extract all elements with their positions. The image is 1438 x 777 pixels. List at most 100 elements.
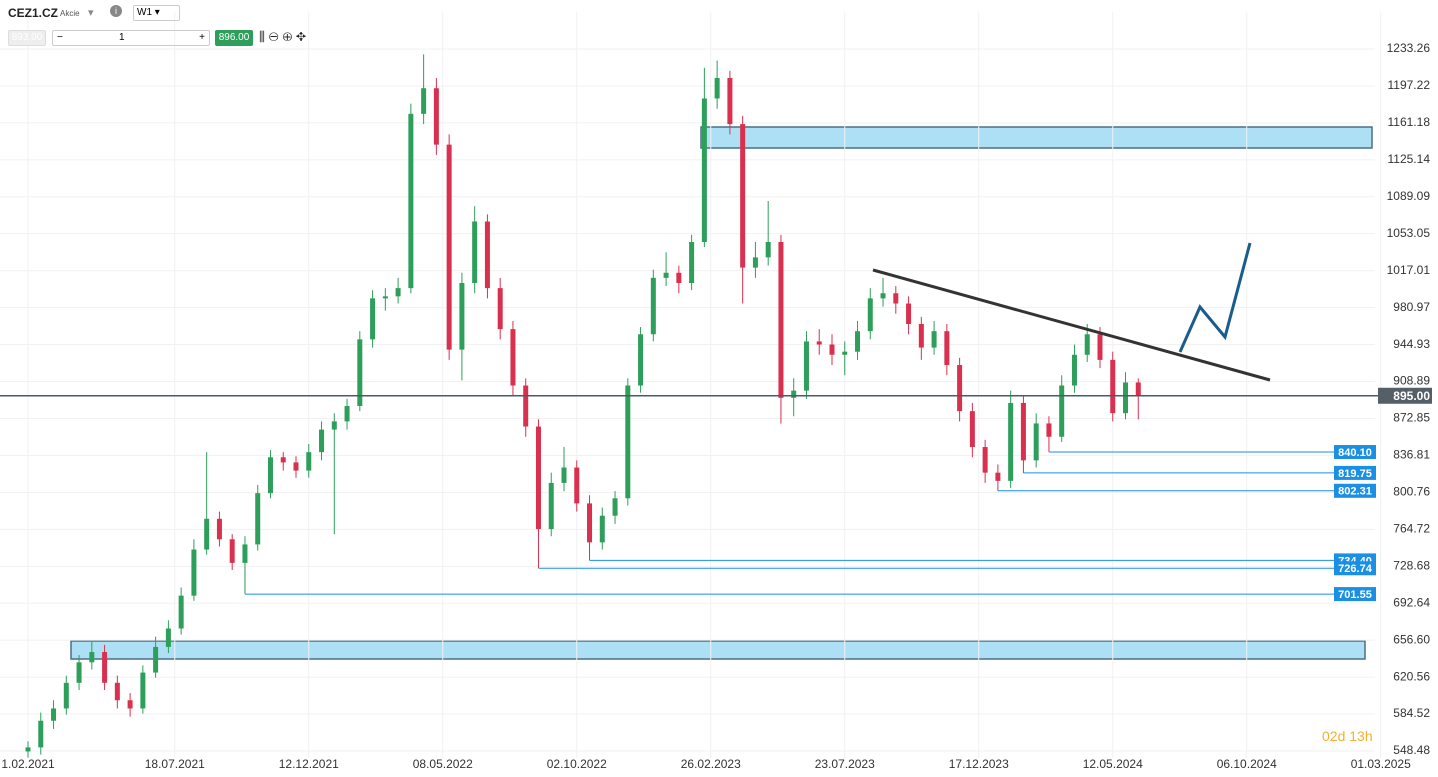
candle-body xyxy=(944,331,950,366)
x-tick-label: 1.02.2021 xyxy=(1,757,55,771)
candle-body xyxy=(191,549,197,596)
candle-body xyxy=(893,293,899,304)
candle-body xyxy=(969,411,975,448)
candle-body xyxy=(599,515,605,543)
candle-body xyxy=(574,467,580,504)
candle-body xyxy=(957,365,963,412)
level-label-box xyxy=(1334,483,1376,498)
candle-body xyxy=(548,482,554,530)
y-tick-label: 764.72 xyxy=(1393,521,1430,535)
candle-body xyxy=(102,652,108,683)
candle-body xyxy=(867,298,873,332)
y-tick-label: 836.81 xyxy=(1393,448,1430,462)
candle-body xyxy=(229,539,235,563)
x-tick-label: 12.12.2021 xyxy=(279,757,339,771)
y-tick-label: 980.97 xyxy=(1393,300,1430,314)
ask-button[interactable]: 896.00 xyxy=(215,30,253,46)
x-tick-label: 18.07.2021 xyxy=(145,757,205,771)
candle-body xyxy=(1084,334,1090,355)
candle-body xyxy=(740,124,746,268)
candle-body xyxy=(689,241,695,283)
y-tick-label: 1125.14 xyxy=(1388,152,1431,166)
y-tick-label: 728.68 xyxy=(1393,558,1430,572)
candle-body xyxy=(165,628,171,647)
candle-body xyxy=(880,293,886,299)
candle-body xyxy=(701,98,707,242)
y-tick-label: 548.48 xyxy=(1393,743,1430,757)
candle-body xyxy=(38,720,44,748)
candle-body xyxy=(727,77,733,125)
candle-body xyxy=(1059,385,1065,437)
candle-body xyxy=(255,493,261,545)
candle-body xyxy=(140,672,146,709)
candle-body xyxy=(714,77,720,99)
candle-body xyxy=(421,88,427,114)
candle-body xyxy=(995,472,1001,481)
candle-body xyxy=(1008,402,1014,481)
candle-body xyxy=(395,288,401,297)
candle-body xyxy=(204,518,210,550)
candle-body xyxy=(331,421,337,430)
candle-body xyxy=(765,241,771,258)
candle-body xyxy=(803,341,809,391)
y-tick-label: 1197.22 xyxy=(1388,78,1431,92)
x-tick-label: 23.07.2023 xyxy=(815,757,875,771)
candle-body xyxy=(408,113,414,289)
candle-body xyxy=(127,700,133,709)
level-label: 840.10 xyxy=(1338,447,1372,459)
candle-body xyxy=(523,385,529,427)
candle-body xyxy=(370,298,376,340)
candle-body xyxy=(778,241,784,398)
projection-arrow xyxy=(1178,242,1252,353)
y-tick-label: 908.89 xyxy=(1393,374,1430,388)
quantity-input[interactable]: −1 + xyxy=(52,30,210,46)
y-tick-label: 620.56 xyxy=(1393,669,1430,683)
x-tick-label: 02.10.2022 xyxy=(547,757,607,771)
symbol-dropdown[interactable]: ▾ xyxy=(88,7,94,19)
candle-body xyxy=(484,221,490,289)
candle-body xyxy=(1020,402,1026,461)
candle-body xyxy=(1123,382,1129,414)
candle-body xyxy=(382,296,388,299)
current-price-label: 895.00 xyxy=(1393,389,1430,403)
candle-body xyxy=(855,331,861,352)
y-tick-label: 1089.09 xyxy=(1387,189,1431,203)
quantity: 1 xyxy=(119,32,125,43)
candle-body xyxy=(459,282,465,350)
candle-body xyxy=(1097,334,1103,360)
candle-body xyxy=(752,257,758,268)
level-label-box xyxy=(1334,465,1376,480)
candle-body xyxy=(535,426,541,530)
chart-tools[interactable]: ⫼ ⊖ ⊕ ✥ xyxy=(259,29,307,44)
current-price-box xyxy=(1378,387,1432,404)
level-label: 701.55 xyxy=(1338,589,1372,601)
candle-body xyxy=(1135,382,1141,396)
candle-body xyxy=(918,324,924,348)
candle-body xyxy=(612,498,618,516)
candle-body xyxy=(638,334,644,386)
candle-body xyxy=(650,277,656,335)
candle-body xyxy=(51,708,57,721)
interval-select[interactable]: W1 ▾ xyxy=(133,5,180,21)
candle-body xyxy=(357,339,363,407)
candle-body xyxy=(267,457,273,494)
candle-body xyxy=(472,221,478,283)
candle-body xyxy=(1046,423,1052,437)
info-icon[interactable]: i xyxy=(110,5,122,17)
interval: W1 xyxy=(137,7,152,18)
y-tick-label: 1053.05 xyxy=(1387,226,1431,240)
symbol[interactable]: CEZ1.CZ xyxy=(8,6,59,20)
bid-button[interactable]: 893.00 xyxy=(8,30,46,46)
y-tick-label: 944.93 xyxy=(1393,337,1430,351)
level-label: 819.75 xyxy=(1338,468,1372,480)
candle-body xyxy=(89,652,95,663)
timer: 02d 13h xyxy=(1322,728,1373,744)
candle-body xyxy=(663,272,669,278)
candle-body xyxy=(816,341,822,345)
level-label-box xyxy=(1334,587,1376,602)
y-tick-label: 1161.18 xyxy=(1388,115,1431,129)
candle-body xyxy=(280,457,286,463)
candle-body xyxy=(842,351,848,355)
candle-body xyxy=(76,662,82,683)
